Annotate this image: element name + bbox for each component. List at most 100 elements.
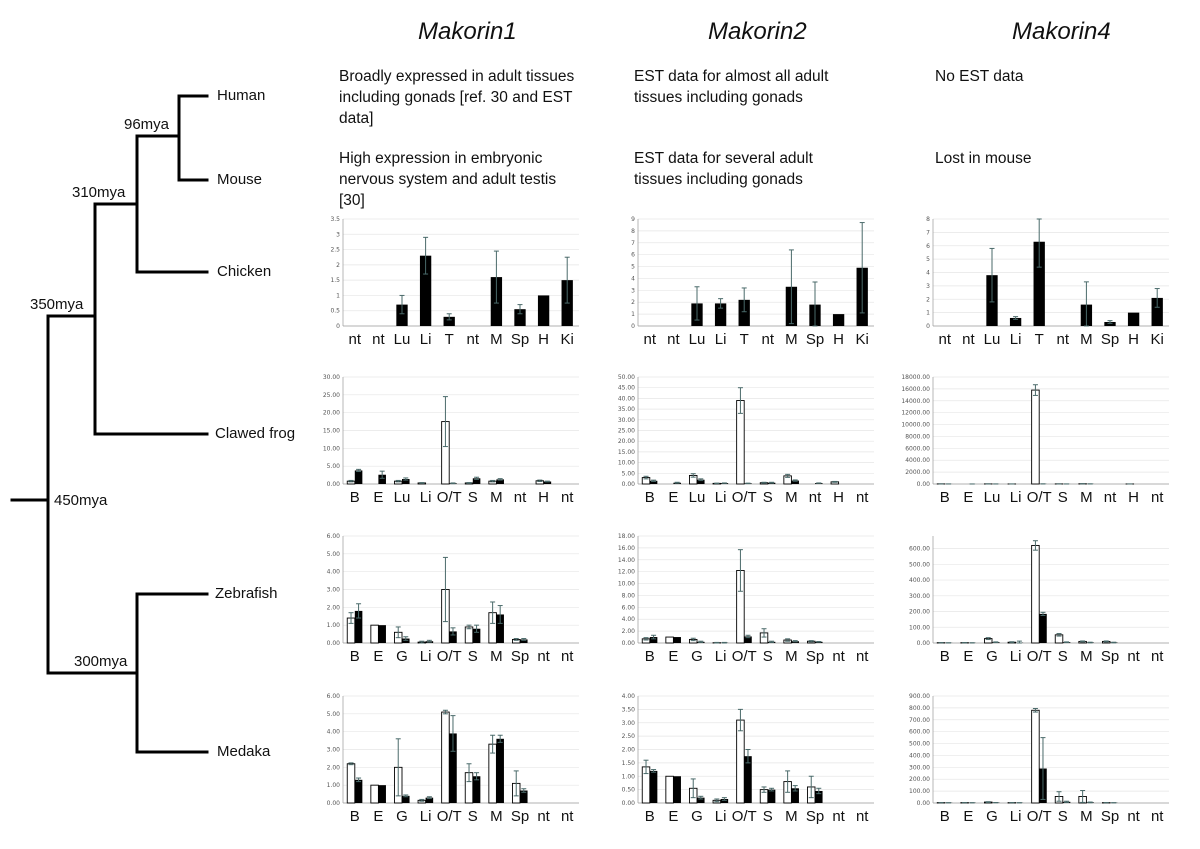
bar-filled	[1127, 312, 1140, 326]
y-tick-label: 1	[926, 310, 930, 317]
x-tick-label: nt	[561, 808, 574, 825]
x-tick-label: nt	[1127, 808, 1140, 825]
y-tick-label: 0.00	[622, 481, 636, 488]
x-tick-label: T	[1035, 331, 1044, 348]
species-chicken: Chicken	[217, 263, 272, 280]
chart-svg: 0.00 100.00 200.00 300.00 400.00 500.00 600.00…	[909, 693, 1169, 825]
y-tick-label: 0.00	[917, 640, 931, 647]
y-tick-label: 100.00	[909, 624, 930, 631]
bar-open	[370, 784, 379, 804]
y-tick-label: 0.00	[327, 800, 341, 807]
bar-filled	[815, 790, 823, 803]
x-tick-label: O/T	[1027, 648, 1052, 665]
y-tick-label: 18.00	[618, 533, 635, 540]
y-tick-label: 1	[336, 292, 340, 299]
y-tick-label: 2	[926, 296, 930, 303]
bar-filled	[378, 474, 386, 484]
y-tick-label: 35.00	[618, 406, 635, 413]
bar-filled	[673, 637, 681, 643]
x-tick-label: T	[740, 331, 749, 348]
x-tick-label: nt	[1057, 331, 1070, 348]
x-tick-label: G	[396, 648, 408, 665]
x-tick-label: nt	[962, 331, 975, 348]
x-tick-label: nt	[832, 648, 845, 665]
y-tick-label: 2.00	[622, 628, 636, 635]
x-tick-label: M	[490, 489, 503, 506]
chart-svg: 0.00 0.50 1.00 1.50 2.00 2.50 3.00 3.50 4.00 B E G L…	[622, 693, 874, 825]
bar-filled	[537, 295, 550, 326]
x-tick-label: Sp	[1101, 648, 1119, 665]
bar-open	[1031, 709, 1040, 804]
x-tick-label: M	[785, 648, 798, 665]
x-tick-label: Ki	[561, 331, 574, 348]
bar-filled	[738, 299, 750, 326]
y-tick-label: 40.00	[618, 395, 635, 402]
x-tick-label: M	[490, 648, 503, 665]
x-tick-label: S	[763, 648, 773, 665]
gene-title-makorin1: Makorin1	[418, 18, 517, 45]
bar-open	[370, 624, 379, 644]
x-tick-label: nt	[762, 331, 775, 348]
x-tick-label: O/T	[732, 648, 757, 665]
bar-filled	[425, 797, 434, 803]
bar-filled	[354, 779, 363, 803]
bar-filled	[496, 479, 504, 484]
x-tick-label: E	[668, 648, 678, 665]
x-tick-label: S	[468, 648, 478, 665]
phylogenetic-tree	[10, 94, 209, 754]
x-tick-label: Li	[1010, 648, 1022, 665]
y-tick-label: 2.00	[622, 747, 636, 754]
divergence-450mya: 450mya	[54, 492, 108, 509]
bar-filled	[649, 770, 658, 803]
x-tick-label: H	[833, 489, 844, 506]
x-tick-label: nt	[809, 489, 822, 506]
species-medaka: Medaka	[217, 743, 271, 760]
chart-makorin2-medaka: 0.00 0.50 1.00 1.50 2.00 2.50 3.00 3.50 4.00 B E G L…	[600, 690, 880, 825]
x-tick-label: nt	[1151, 808, 1164, 825]
x-tick-label: B	[645, 489, 655, 506]
y-tick-label: 400.00	[909, 577, 930, 584]
bar-filled	[402, 795, 410, 803]
y-tick-label: 6	[926, 243, 930, 250]
y-tick-label: 5.00	[327, 463, 341, 470]
x-tick-label: E	[373, 648, 383, 665]
x-tick-label: E	[963, 808, 973, 825]
y-tick-label: 8.00	[622, 592, 636, 599]
x-tick-label: Sp	[806, 648, 824, 665]
y-tick-label: 1	[631, 311, 635, 318]
chart-svg: 0.00 1.00 2.00 3.00 4.00 5.00 6.00 B E G Li O/T S M Sp…	[327, 533, 579, 665]
chart-svg: 0.00 5.00 10.00 15.00 20.00 25.00 30.00 35.00 40…	[618, 374, 874, 506]
x-tick-label: M	[1080, 331, 1093, 348]
y-tick-label: 18000.00	[901, 374, 930, 381]
x-tick-label: nt	[856, 489, 869, 506]
y-tick-label: 6000.00	[905, 445, 930, 452]
x-tick-label: nt	[1127, 648, 1140, 665]
y-tick-label: 10.00	[618, 460, 635, 467]
note-mouse-makorin4: Lost in mouse	[935, 150, 1032, 167]
note-mouse-makorin2: EST data for several adult tissues inclu…	[634, 150, 813, 188]
y-tick-label: 14000.00	[901, 398, 930, 405]
y-tick-label: 16.00	[618, 545, 635, 552]
x-tick-label: nt	[1151, 489, 1164, 506]
x-tick-label: Li	[715, 808, 727, 825]
y-tick-label: 6.00	[327, 693, 341, 700]
x-tick-label: Li	[1010, 808, 1022, 825]
x-tick-label: S	[468, 489, 478, 506]
y-tick-label: 3.50	[622, 706, 636, 713]
bar-filled	[514, 309, 526, 326]
bar-filled	[443, 316, 455, 326]
bar-filled	[419, 255, 432, 326]
x-tick-label: O/T	[732, 808, 757, 825]
x-tick-label: nt	[832, 808, 845, 825]
y-tick-label: 8	[926, 216, 930, 223]
divergence-96mya: 96mya	[124, 116, 170, 133]
y-tick-label: 2	[336, 262, 340, 269]
y-tick-label: 45.00	[618, 385, 635, 392]
y-tick-label: 15.00	[323, 428, 340, 435]
y-tick-label: 4.00	[622, 616, 636, 623]
x-tick-label: B	[940, 648, 950, 665]
x-tick-label: O/T	[437, 808, 462, 825]
